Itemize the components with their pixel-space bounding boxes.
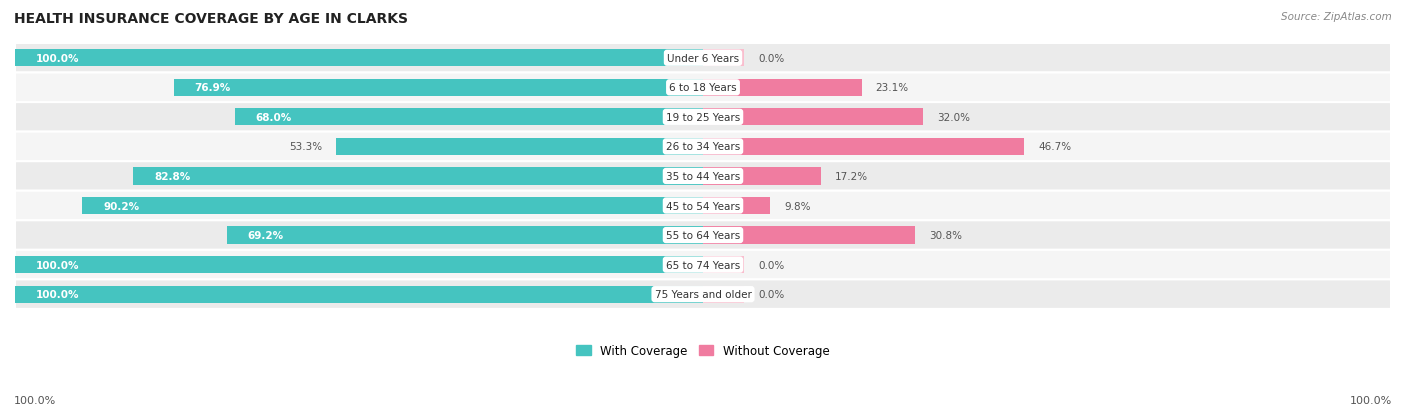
Text: 26 to 34 Years: 26 to 34 Years xyxy=(666,142,740,152)
FancyBboxPatch shape xyxy=(15,74,1391,103)
Bar xyxy=(703,286,744,303)
Bar xyxy=(703,197,770,215)
Bar xyxy=(235,109,703,126)
Text: 82.8%: 82.8% xyxy=(155,171,190,182)
Text: 69.2%: 69.2% xyxy=(247,230,284,240)
Text: HEALTH INSURANCE COVERAGE BY AGE IN CLARKS: HEALTH INSURANCE COVERAGE BY AGE IN CLAR… xyxy=(14,12,408,26)
Bar xyxy=(703,50,744,67)
Bar xyxy=(174,80,703,97)
FancyBboxPatch shape xyxy=(15,44,1391,74)
Text: 68.0%: 68.0% xyxy=(256,113,292,123)
FancyBboxPatch shape xyxy=(15,280,1391,309)
FancyBboxPatch shape xyxy=(15,132,1391,162)
Text: 76.9%: 76.9% xyxy=(194,83,231,93)
Bar xyxy=(15,50,703,67)
Text: 65 to 74 Years: 65 to 74 Years xyxy=(666,260,740,270)
Bar xyxy=(703,138,1025,156)
Text: 53.3%: 53.3% xyxy=(290,142,322,152)
FancyBboxPatch shape xyxy=(15,221,1391,250)
Text: 0.0%: 0.0% xyxy=(758,260,785,270)
Text: 46.7%: 46.7% xyxy=(1038,142,1071,152)
Bar xyxy=(15,286,703,303)
Bar xyxy=(15,256,703,273)
Text: 23.1%: 23.1% xyxy=(876,83,908,93)
Text: 30.8%: 30.8% xyxy=(929,230,962,240)
Bar xyxy=(226,227,703,244)
Text: 100.0%: 100.0% xyxy=(14,395,56,405)
Text: 0.0%: 0.0% xyxy=(758,290,785,299)
Text: Source: ZipAtlas.com: Source: ZipAtlas.com xyxy=(1281,12,1392,22)
Text: 35 to 44 Years: 35 to 44 Years xyxy=(666,171,740,182)
Text: 100.0%: 100.0% xyxy=(35,260,79,270)
Text: 100.0%: 100.0% xyxy=(1350,395,1392,405)
Bar xyxy=(703,109,924,126)
Text: 9.8%: 9.8% xyxy=(785,201,811,211)
Text: 19 to 25 Years: 19 to 25 Years xyxy=(666,113,740,123)
FancyBboxPatch shape xyxy=(15,191,1391,221)
FancyBboxPatch shape xyxy=(15,250,1391,280)
Bar xyxy=(336,138,703,156)
Bar xyxy=(703,256,744,273)
Text: 100.0%: 100.0% xyxy=(35,54,79,64)
Bar xyxy=(703,80,862,97)
Legend: With Coverage, Without Coverage: With Coverage, Without Coverage xyxy=(572,339,834,362)
Text: 32.0%: 32.0% xyxy=(936,113,970,123)
Text: 100.0%: 100.0% xyxy=(35,290,79,299)
Text: 55 to 64 Years: 55 to 64 Years xyxy=(666,230,740,240)
Text: 45 to 54 Years: 45 to 54 Years xyxy=(666,201,740,211)
Text: Under 6 Years: Under 6 Years xyxy=(666,54,740,64)
Text: 75 Years and older: 75 Years and older xyxy=(655,290,751,299)
Text: 6 to 18 Years: 6 to 18 Years xyxy=(669,83,737,93)
Text: 0.0%: 0.0% xyxy=(758,54,785,64)
FancyBboxPatch shape xyxy=(15,162,1391,191)
Text: 17.2%: 17.2% xyxy=(835,171,869,182)
Bar xyxy=(134,168,703,185)
Bar xyxy=(83,197,703,215)
Bar xyxy=(703,168,821,185)
Text: 90.2%: 90.2% xyxy=(103,201,139,211)
FancyBboxPatch shape xyxy=(15,103,1391,132)
Bar xyxy=(703,227,915,244)
